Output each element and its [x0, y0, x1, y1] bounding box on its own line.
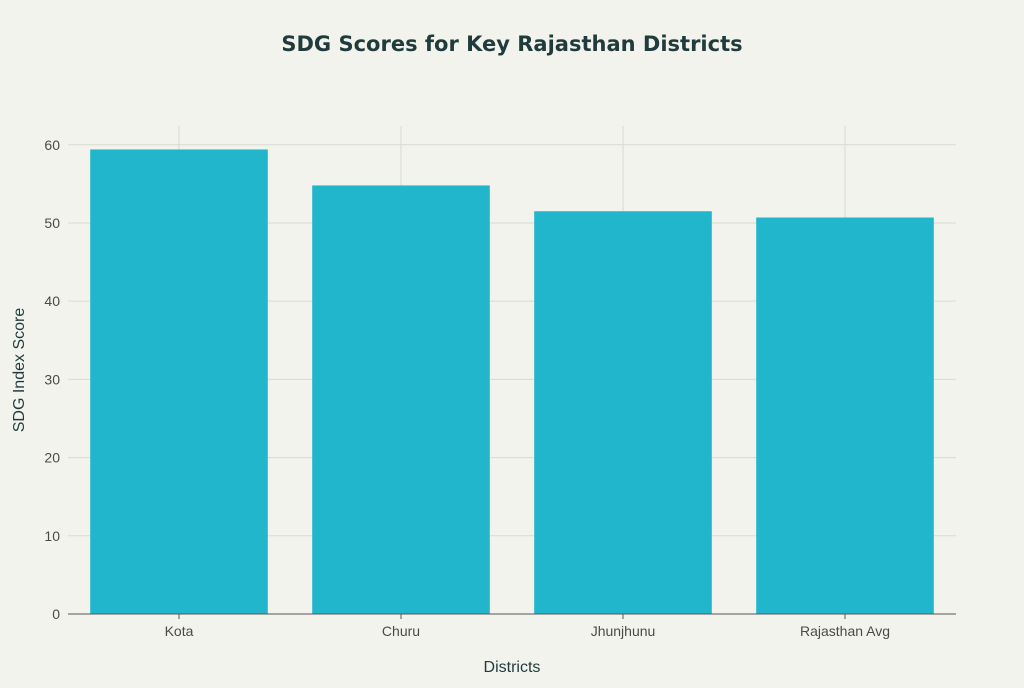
chart-title: SDG Scores for Key Rajasthan Districts: [281, 32, 742, 56]
x-tick-label: Rajasthan Avg: [800, 623, 890, 639]
x-axis-title: Districts: [484, 659, 541, 676]
x-tick-label: Jhunjhunu: [591, 623, 656, 639]
y-tick-label: 20: [44, 450, 60, 466]
bars: [90, 149, 934, 614]
y-tick-label: 30: [44, 371, 60, 387]
x-tick-label: Churu: [382, 623, 420, 639]
bar-rajasthan-avg[interactable]: [756, 217, 934, 615]
y-tick-label: 0: [52, 606, 60, 622]
y-axis-title: SDG Index Score: [11, 308, 28, 433]
bar-kota[interactable]: [90, 149, 268, 614]
x-tick-label: Kota: [165, 623, 194, 639]
y-tick-label: 50: [44, 215, 60, 231]
y-tick-label: 40: [44, 293, 60, 309]
bar-churu[interactable]: [312, 185, 490, 614]
bar-jhunjhunu[interactable]: [534, 211, 712, 614]
y-tick-label: 10: [44, 528, 60, 544]
y-tick-label: 60: [44, 137, 60, 153]
axes: [68, 613, 956, 619]
tick-labels: 0 10 20 30 40 50 60 Kota Churu Jhunjhunu Rajasthan…: [44, 137, 890, 639]
